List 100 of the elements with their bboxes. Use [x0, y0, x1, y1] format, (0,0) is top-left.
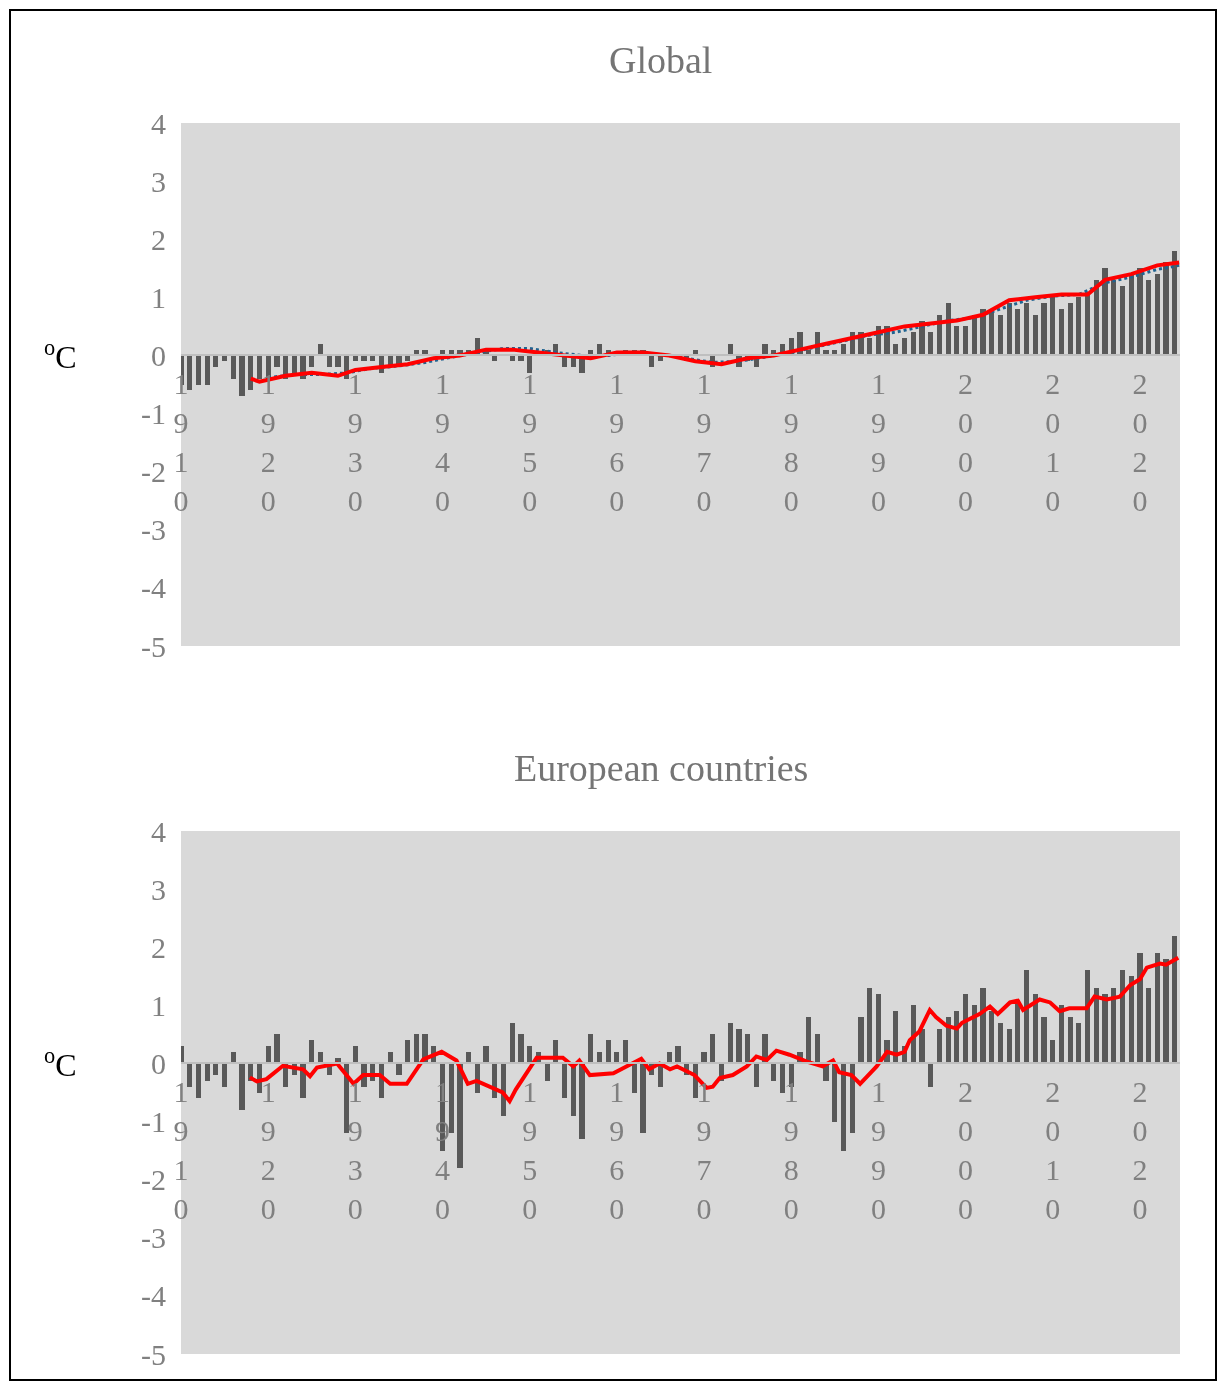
x-tick-label: 1 9 3 0 [347, 1075, 363, 1226]
x-tick-label: 1 9 1 0 [173, 1075, 189, 1226]
bar [954, 326, 959, 355]
bar [771, 1063, 776, 1081]
x-tick-label: 2 0 1 0 [1045, 1075, 1061, 1226]
bar [832, 1063, 837, 1122]
bar [231, 1052, 236, 1063]
bar [1102, 994, 1108, 1063]
y-tick-label: -5 [141, 1337, 166, 1371]
bar [989, 309, 994, 355]
y-tick-label: 1 [151, 280, 166, 314]
bar [902, 338, 907, 355]
y-tick-label: 3 [151, 872, 166, 906]
bar [274, 355, 280, 367]
bar [1155, 953, 1160, 1063]
bar [205, 1063, 210, 1081]
bar [1120, 970, 1125, 1063]
y-tick-label: 0 [151, 1046, 166, 1080]
bar [527, 355, 532, 373]
y-axis-title: $^{o}$C [44, 335, 77, 376]
bar [928, 1063, 933, 1087]
x-tick-label: 2 0 2 0 [1132, 1075, 1148, 1226]
bar [1050, 1040, 1055, 1063]
bar [1146, 988, 1151, 1063]
bar [640, 1063, 646, 1133]
bar [1041, 303, 1047, 355]
bar [745, 1034, 750, 1063]
bar [588, 1034, 593, 1063]
bar [527, 1046, 532, 1063]
bar [1024, 970, 1029, 1063]
y-tick-label: 0 [151, 338, 166, 372]
y-tick-label: -4 [141, 1279, 166, 1313]
bar [998, 315, 1003, 355]
bar [187, 1063, 192, 1087]
bar [1033, 994, 1038, 1063]
bar [318, 1052, 323, 1063]
x-tick-label: 1 9 8 0 [783, 1075, 799, 1226]
line-series [247, 955, 1180, 1104]
bar [1007, 303, 1012, 355]
bar [1059, 309, 1064, 355]
y-tick-label: 4 [151, 814, 166, 848]
y-axis-title: $^{o}$C [44, 1043, 77, 1084]
bar [353, 1046, 358, 1063]
bar [396, 1063, 402, 1075]
bar [309, 355, 314, 367]
bar [1137, 953, 1143, 1063]
chart-title: European countries [514, 747, 809, 789]
y-tick-label: 4 [151, 106, 166, 140]
bar [972, 1005, 977, 1063]
bar [335, 355, 341, 367]
bar [963, 994, 968, 1063]
bar [675, 1046, 681, 1063]
bar [1007, 1029, 1012, 1063]
bar [196, 1063, 201, 1098]
bar [919, 1029, 925, 1063]
x-tick-label: 1 9 5 0 [522, 367, 538, 518]
bar [405, 1040, 410, 1063]
bar [841, 1063, 846, 1151]
bar [762, 344, 768, 355]
y-tick-label: -5 [141, 629, 166, 663]
y-tick-label: -4 [141, 571, 166, 605]
bar [449, 1063, 454, 1133]
bar [1085, 970, 1090, 1063]
bar [196, 355, 201, 385]
bar [1059, 1005, 1064, 1063]
x-tick-label: 1 9 1 0 [173, 367, 189, 518]
bar [1129, 976, 1134, 1063]
bar [1129, 274, 1134, 355]
bar [545, 1063, 550, 1081]
bar [1111, 280, 1116, 355]
bar [1094, 280, 1099, 355]
bar [466, 1052, 471, 1063]
bar [1155, 274, 1160, 355]
bar [1085, 292, 1090, 355]
x-tick-label: 2 0 0 0 [958, 367, 974, 518]
bar [414, 1034, 419, 1063]
bar [292, 355, 297, 373]
x-tick-label: 1 9 3 0 [347, 367, 363, 518]
bar [1163, 262, 1169, 355]
bar [309, 1040, 314, 1063]
bar [1015, 1000, 1020, 1063]
bar [710, 1034, 715, 1063]
x-tick-label: 1 9 6 0 [609, 367, 625, 518]
x-tick-label: 1 9 8 0 [783, 367, 799, 518]
bar [614, 1052, 619, 1063]
x-tick-label: 1 9 2 0 [260, 1075, 276, 1226]
bar [946, 303, 951, 355]
bar [867, 338, 872, 355]
y-tick-label: -1 [141, 1105, 166, 1139]
bar [728, 1023, 733, 1063]
bar [806, 1017, 811, 1063]
bar [989, 1011, 994, 1063]
bar [187, 355, 192, 390]
bar [1076, 1023, 1081, 1063]
bar [1163, 959, 1169, 1063]
bar [1137, 268, 1143, 355]
bar [562, 1063, 567, 1098]
y-tick-label: -1 [141, 397, 166, 431]
bar [1050, 297, 1055, 355]
bar [222, 1063, 227, 1087]
